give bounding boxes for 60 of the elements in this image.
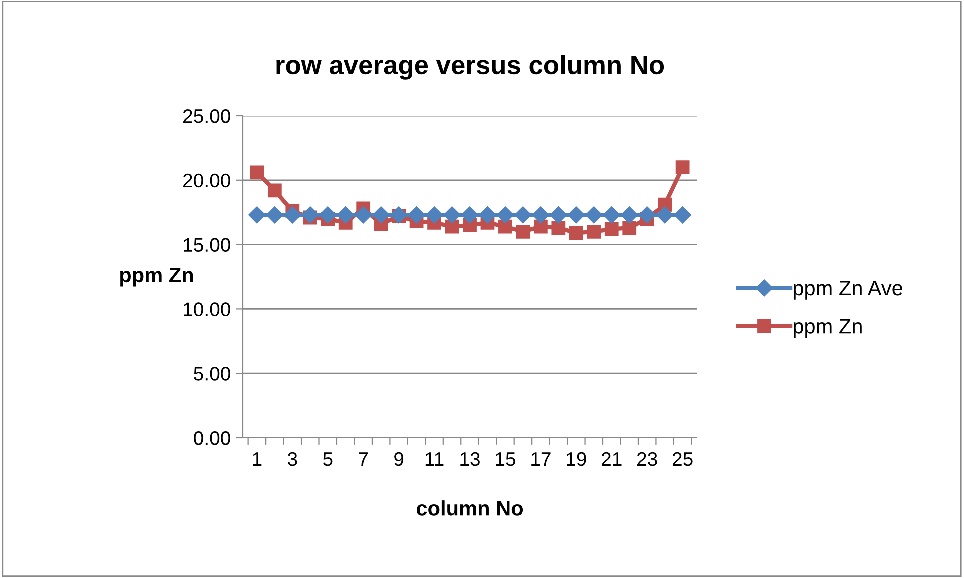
x-tick-label: 11 (426, 452, 444, 466)
point (266, 206, 284, 224)
point (638, 206, 656, 224)
point (603, 206, 620, 224)
point (426, 206, 444, 224)
point (569, 226, 584, 240)
point (248, 206, 266, 224)
point (514, 206, 532, 224)
x-tick-label: 17 (532, 452, 551, 466)
point (604, 222, 619, 236)
x-axis-title: column No (417, 500, 524, 516)
point (408, 206, 426, 224)
point (320, 206, 337, 224)
point (656, 206, 674, 224)
x-tick-label: 23 (638, 452, 658, 466)
y-tick-label: 0.00 (194, 431, 230, 446)
point (676, 160, 690, 174)
point (586, 206, 603, 224)
point (496, 206, 514, 224)
point (355, 206, 372, 224)
y-tick-label: 10.00 (184, 302, 230, 316)
point (568, 206, 585, 224)
point (532, 206, 550, 224)
y-tick-label: 20.00 (184, 174, 230, 188)
y-tick-label: 5.00 (194, 367, 230, 381)
point (587, 224, 602, 239)
point (284, 206, 302, 224)
x-tick-label: 25 (672, 452, 693, 466)
point (268, 184, 282, 198)
x-tick-label: 7 (359, 452, 368, 466)
point (372, 206, 390, 224)
y-tick-label: 15.00 (184, 238, 230, 252)
point (621, 206, 638, 224)
point (534, 220, 548, 234)
point (674, 206, 692, 224)
point (444, 206, 461, 224)
point (516, 224, 530, 239)
point (461, 206, 479, 224)
chart-title: row average versus column No (276, 55, 664, 80)
x-tick-label: 5 (323, 452, 333, 466)
point (498, 220, 512, 234)
legend-label: ppm Zn (794, 319, 862, 338)
x-tick-label: 15 (496, 452, 516, 466)
point (479, 206, 496, 224)
x-tick-label: 1 (253, 452, 262, 466)
x-tick-label: 21 (602, 452, 622, 466)
point (390, 206, 408, 224)
y-tick-label: 25.00 (184, 109, 230, 124)
point (302, 206, 319, 224)
x-tick-label: 9 (394, 452, 404, 466)
point (250, 166, 264, 180)
point (337, 206, 354, 224)
y-axis-title: ppm Zn (120, 268, 194, 287)
point (552, 221, 566, 235)
legend-label: ppm Zn Ave (794, 281, 902, 300)
point (550, 206, 568, 224)
x-tick-label: 13 (460, 452, 480, 466)
point (622, 221, 637, 235)
x-tick-label: 3 (288, 452, 298, 466)
x-tick-label: 19 (567, 452, 586, 466)
